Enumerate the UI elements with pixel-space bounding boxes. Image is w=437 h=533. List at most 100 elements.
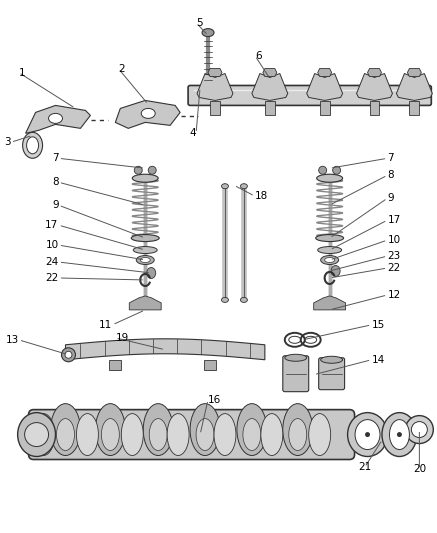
Ellipse shape xyxy=(289,418,307,450)
Polygon shape xyxy=(26,106,90,133)
Polygon shape xyxy=(252,74,288,100)
Ellipse shape xyxy=(49,114,62,123)
Text: 17: 17 xyxy=(388,215,401,225)
Text: 9: 9 xyxy=(52,200,59,210)
Text: 2: 2 xyxy=(118,63,125,74)
Text: 6: 6 xyxy=(255,51,261,61)
Ellipse shape xyxy=(382,413,417,456)
Ellipse shape xyxy=(237,403,267,456)
Polygon shape xyxy=(208,69,222,77)
Ellipse shape xyxy=(76,414,98,456)
Ellipse shape xyxy=(283,403,313,456)
Text: 1: 1 xyxy=(19,68,25,77)
Polygon shape xyxy=(318,69,332,77)
Text: 24: 24 xyxy=(45,257,59,267)
Ellipse shape xyxy=(136,255,154,264)
Circle shape xyxy=(319,166,326,174)
Bar xyxy=(409,101,420,116)
Circle shape xyxy=(65,351,72,358)
Text: 17: 17 xyxy=(45,220,59,230)
Text: 11: 11 xyxy=(99,320,112,330)
Polygon shape xyxy=(307,74,343,100)
Text: 16: 16 xyxy=(208,394,221,405)
Text: 22: 22 xyxy=(45,273,59,283)
Text: 10: 10 xyxy=(45,240,59,250)
Bar xyxy=(204,360,216,370)
Ellipse shape xyxy=(56,418,74,450)
Text: 8: 8 xyxy=(388,170,394,180)
Text: 4: 4 xyxy=(190,128,196,139)
Circle shape xyxy=(148,166,156,174)
Ellipse shape xyxy=(190,403,220,456)
Text: 13: 13 xyxy=(5,335,19,345)
Circle shape xyxy=(24,423,49,447)
Ellipse shape xyxy=(243,418,261,450)
Polygon shape xyxy=(396,74,432,100)
Text: 20: 20 xyxy=(413,464,426,474)
Ellipse shape xyxy=(167,414,189,456)
Ellipse shape xyxy=(33,414,55,456)
Text: 9: 9 xyxy=(388,193,394,203)
Text: 19: 19 xyxy=(115,333,128,343)
Text: 15: 15 xyxy=(371,320,385,330)
Ellipse shape xyxy=(240,297,247,302)
Text: 5: 5 xyxy=(196,18,203,28)
Ellipse shape xyxy=(214,414,236,456)
Ellipse shape xyxy=(240,184,247,189)
Ellipse shape xyxy=(222,184,229,189)
Ellipse shape xyxy=(51,403,80,456)
Ellipse shape xyxy=(140,257,150,263)
Polygon shape xyxy=(357,74,392,100)
FancyBboxPatch shape xyxy=(283,356,309,392)
Ellipse shape xyxy=(321,356,343,364)
Ellipse shape xyxy=(316,235,343,241)
Text: 23: 23 xyxy=(388,251,401,261)
Bar xyxy=(210,101,220,116)
Bar xyxy=(265,101,275,116)
Ellipse shape xyxy=(131,235,159,241)
Ellipse shape xyxy=(95,403,125,456)
Ellipse shape xyxy=(147,268,156,278)
Polygon shape xyxy=(66,339,265,360)
Circle shape xyxy=(406,416,434,443)
Ellipse shape xyxy=(132,174,158,182)
Ellipse shape xyxy=(325,257,335,263)
Circle shape xyxy=(134,166,142,174)
Circle shape xyxy=(365,432,370,437)
Bar xyxy=(370,101,379,116)
Text: 18: 18 xyxy=(255,191,268,201)
Text: 8: 8 xyxy=(52,177,59,187)
Text: 3: 3 xyxy=(4,138,10,147)
Ellipse shape xyxy=(121,414,143,456)
Ellipse shape xyxy=(196,418,214,450)
Ellipse shape xyxy=(355,419,380,449)
Text: 22: 22 xyxy=(388,263,401,273)
Ellipse shape xyxy=(331,265,340,277)
Ellipse shape xyxy=(23,132,42,158)
Polygon shape xyxy=(407,69,421,77)
Ellipse shape xyxy=(17,413,55,456)
Ellipse shape xyxy=(101,418,119,450)
Polygon shape xyxy=(129,296,161,310)
Ellipse shape xyxy=(285,354,307,361)
Polygon shape xyxy=(314,296,346,310)
Circle shape xyxy=(62,348,76,362)
Circle shape xyxy=(411,422,427,438)
Ellipse shape xyxy=(321,255,339,264)
Ellipse shape xyxy=(318,247,342,254)
Ellipse shape xyxy=(143,403,173,456)
Ellipse shape xyxy=(261,414,283,456)
Polygon shape xyxy=(263,69,277,77)
Ellipse shape xyxy=(27,137,38,154)
Text: 14: 14 xyxy=(371,355,385,365)
Polygon shape xyxy=(115,100,180,128)
Bar xyxy=(109,360,121,370)
FancyBboxPatch shape xyxy=(28,410,354,459)
Polygon shape xyxy=(368,69,382,77)
Text: 7: 7 xyxy=(52,154,59,163)
Ellipse shape xyxy=(133,247,157,254)
FancyBboxPatch shape xyxy=(188,85,431,106)
Ellipse shape xyxy=(347,413,388,456)
FancyBboxPatch shape xyxy=(319,358,345,390)
Bar xyxy=(320,101,329,116)
